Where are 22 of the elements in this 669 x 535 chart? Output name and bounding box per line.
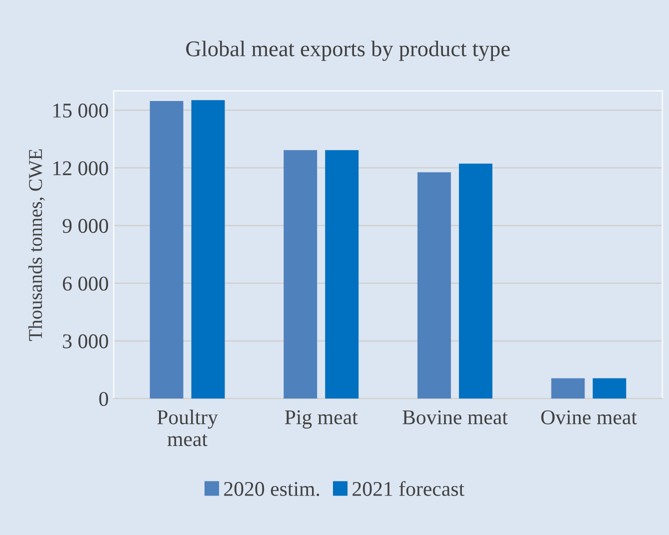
bar bbox=[417, 172, 451, 399]
x-tick-label: Poultry meat bbox=[157, 410, 218, 446]
bar bbox=[458, 164, 492, 399]
y-tick-label: 3 000 bbox=[62, 334, 108, 348]
y-tick-label: 0 bbox=[99, 392, 108, 406]
y-axis-title: Thousands tonnes, CWE bbox=[28, 149, 45, 341]
y-tick-label: 9 000 bbox=[62, 218, 108, 233]
bar bbox=[592, 378, 626, 399]
x-tick-label: Ovine meat bbox=[541, 410, 637, 424]
y-tick-label: 6 000 bbox=[62, 276, 108, 291]
bar bbox=[191, 100, 225, 399]
bar bbox=[150, 100, 184, 399]
legend-label: 2020 estim. bbox=[224, 482, 320, 496]
bar bbox=[325, 150, 359, 399]
x-tick-label: Pig meat bbox=[284, 410, 358, 429]
y-tick-label: 15 000 bbox=[53, 104, 108, 118]
bar bbox=[284, 150, 318, 399]
bar bbox=[551, 378, 585, 399]
x-tick-label: Bovine meat bbox=[402, 410, 508, 424]
legend-label: 2021 forecast bbox=[352, 481, 464, 496]
y-tick-label: 12 000 bbox=[53, 161, 108, 176]
chart-title: Global meat exports by product type bbox=[186, 40, 510, 61]
